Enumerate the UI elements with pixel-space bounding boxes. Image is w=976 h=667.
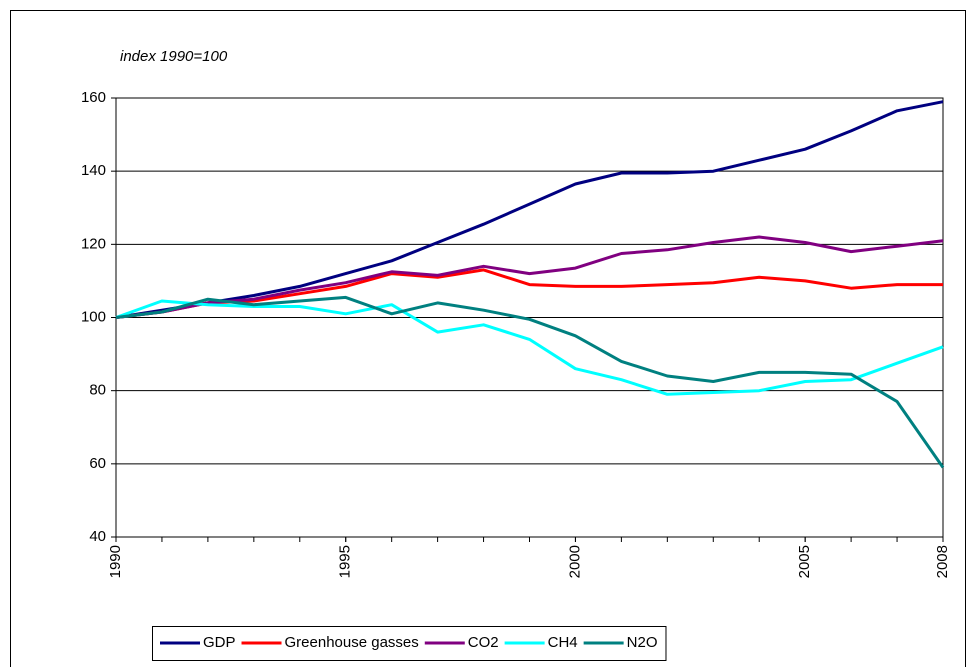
- chart-border: [10, 10, 966, 667]
- x-tick-label: 2000: [566, 545, 583, 578]
- legend-label: CO2: [468, 634, 499, 651]
- legend-label: Greenhouse gasses: [285, 634, 419, 651]
- legend-label: CH4: [548, 634, 578, 651]
- series-line: [115, 268, 943, 319]
- x-tick-label: 1990: [107, 545, 124, 578]
- y-tick-label: 100: [81, 308, 106, 325]
- x-tick-label: 1995: [337, 545, 354, 578]
- legend: GDP Greenhouse gasses CO2 CH4 N2O: [152, 626, 667, 661]
- y-tick-label: 120: [81, 235, 106, 252]
- y-tick-label: 40: [89, 528, 106, 545]
- x-tick-label: 2008: [934, 545, 951, 578]
- y-tick-label: 60: [89, 455, 106, 472]
- y-tick-label: 80: [89, 382, 106, 399]
- series-line: [115, 100, 944, 319]
- x-tick-label: 2005: [796, 545, 813, 578]
- y-tick-label: 140: [81, 162, 106, 179]
- legend-box: [152, 626, 667, 661]
- legend-label: GDP: [203, 634, 236, 651]
- legend-label: N2O: [627, 634, 658, 651]
- annotation: index 1990=100: [120, 48, 228, 65]
- series-line: [115, 299, 944, 396]
- y-tick-label: 160: [81, 89, 106, 106]
- series-line: [115, 235, 944, 319]
- series-line: [115, 295, 945, 469]
